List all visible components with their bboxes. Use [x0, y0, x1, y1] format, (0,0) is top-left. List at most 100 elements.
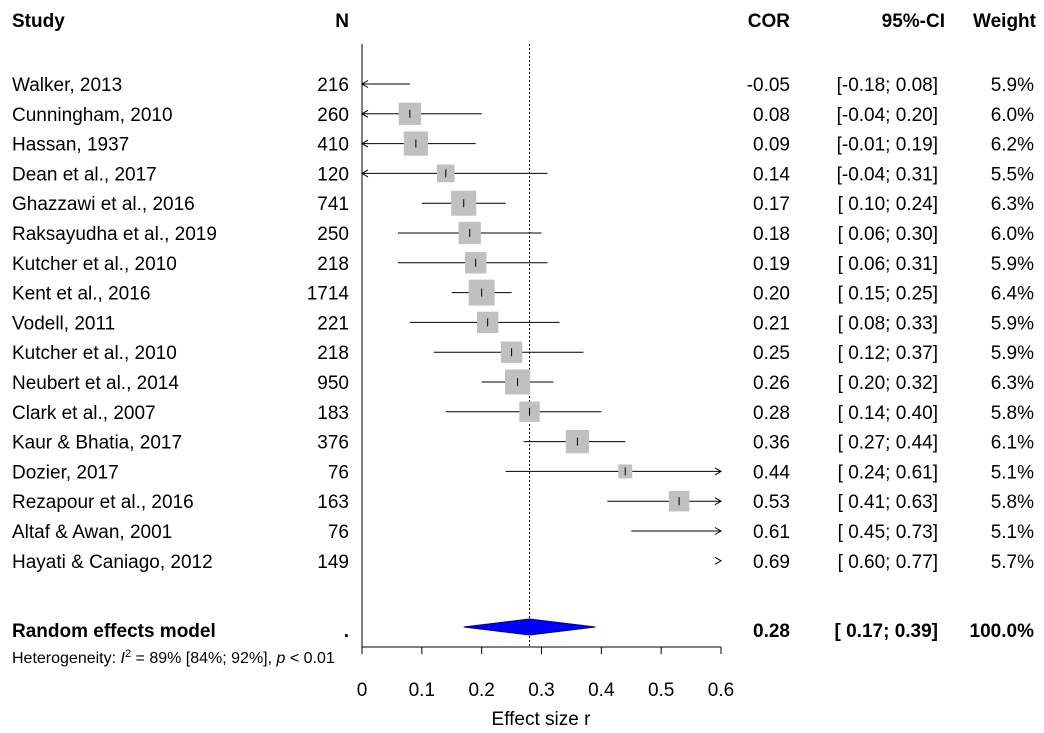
study-label: Ghazzawi et al., 2016 [12, 194, 195, 215]
pooled-diamond [463, 618, 596, 636]
study-cor: 0.09 [753, 135, 790, 156]
study-row: Neubert et al., 2014 950 0.26 [ 0.20; 0.32]… [12, 369, 1034, 395]
study-cor: 0.19 [753, 254, 790, 275]
study-weight: 6.0% [991, 105, 1034, 126]
x-tick-label: 0.5 [648, 680, 674, 701]
study-row: Clark et al., 2007 183 0.28 [ 0.14; 0.40] 5.… [12, 401, 1034, 424]
study-label: Vodell, 2011 [12, 313, 115, 334]
study-row: Hassan, 1937 410 0.09 [-0.01; 0.19] 6.2% [12, 131, 1034, 156]
study-n: 250 [317, 224, 349, 245]
study-cor: 0.25 [753, 343, 790, 364]
header-n: N [335, 11, 349, 32]
study-ci: [-0.04; 0.20] [837, 105, 938, 126]
study-row: Kutcher et al., 2010 218 0.25 [ 0.12; 0.37]… [12, 341, 1034, 364]
study-weight: 6.0% [991, 224, 1034, 245]
study-weight: 5.9% [991, 343, 1034, 364]
study-n: 410 [317, 135, 349, 156]
header-row: Study N COR 95%-CI Weight [12, 11, 1037, 32]
study-cor: 0.69 [753, 552, 790, 573]
study-cor: 0.36 [753, 433, 790, 454]
study-n: 183 [317, 403, 349, 424]
plot-lines [361, 44, 531, 647]
study-cor: 0.20 [753, 284, 790, 305]
study-ci: [ 0.15; 0.25] [838, 284, 938, 305]
study-cor: 0.21 [753, 313, 790, 334]
study-ci: [ 0.20; 0.32] [838, 373, 938, 394]
study-n: 120 [317, 164, 349, 185]
header-study: Study [12, 11, 65, 32]
study-label: Kent et al., 2016 [12, 284, 150, 305]
pooled-cor: 0.28 [753, 621, 790, 642]
study-cor: 0.44 [753, 462, 790, 483]
study-cor: 0.53 [753, 492, 790, 513]
study-row: Kent et al., 2016 1714 0.20 [ 0.15; 0.25] 6.… [12, 279, 1034, 306]
study-row: Vodell, 2011 221 0.21 [ 0.08; 0.33] 5.9% [12, 311, 1034, 334]
pooled-n: . [344, 621, 349, 642]
study-weight: 5.8% [991, 403, 1034, 424]
x-tick-label: 0 [357, 680, 368, 701]
study-weight: 5.7% [991, 552, 1034, 573]
study-ci: [-0.18; 0.08] [837, 75, 938, 96]
study-row: Cunningham, 2010 260 0.08 [-0.04; 0.20] 6.0% [12, 102, 1034, 126]
ci-arrow-left [361, 109, 369, 118]
study-label: Dozier, 2017 [12, 462, 119, 483]
ci-arrow-left [361, 169, 369, 178]
study-cor: -0.05 [747, 75, 790, 96]
study-row: Kutcher et al., 2010 218 0.19 [ 0.06; 0.31]… [12, 252, 1034, 275]
study-weight: 5.9% [991, 75, 1034, 96]
x-tick-label: 0.6 [708, 680, 734, 701]
study-n: 216 [317, 75, 349, 96]
study-weight: 5.9% [991, 313, 1034, 334]
study-row: Hayati & Caniago, 2012 149 0.69 [ 0.60; 0.7… [12, 552, 1034, 573]
study-cor: 0.14 [753, 164, 790, 185]
x-axis: 0 0.1 0.2 0.3 0.4 0.5 0.6 [357, 646, 734, 701]
x-tick-label: 0.4 [588, 680, 615, 701]
ci-arrow-left [361, 139, 369, 148]
study-n: 221 [317, 313, 349, 334]
pooled-ci: [ 0.17; 0.39] [835, 621, 939, 642]
study-row: Rezapour et al., 2016 163 0.53 [ 0.41; 0.63… [12, 490, 1034, 513]
study-ci: [-0.01; 0.19] [837, 135, 938, 156]
ci-arrow-right [714, 497, 722, 506]
study-cor: 0.08 [753, 105, 790, 126]
study-n: 218 [317, 254, 349, 275]
study-ci: [ 0.14; 0.40] [838, 403, 938, 424]
study-ci: [ 0.06; 0.31] [838, 254, 938, 275]
x-tick-label: 0.2 [468, 680, 494, 701]
study-ci: [ 0.60; 0.77] [838, 552, 938, 573]
x-axis-label: Effect size r [492, 709, 592, 730]
study-n: 1714 [307, 284, 350, 305]
study-row: Dean et al., 2017 120 0.14 [-0.04; 0.31] 5.5… [12, 164, 1034, 185]
study-label: Rezapour et al., 2016 [12, 492, 194, 513]
heterogeneity-text: Heterogeneity: I2 = 89% [84%; 92%], p < … [12, 648, 335, 667]
pooled-label: Random effects model [12, 621, 216, 642]
study-cor: 0.28 [753, 403, 790, 424]
study-n: 76 [328, 462, 349, 483]
study-n: 218 [317, 343, 349, 364]
study-label: Clark et al., 2007 [12, 403, 156, 424]
study-weight: 5.8% [991, 492, 1034, 513]
study-label: Walker, 2013 [12, 75, 122, 96]
ci-arrow-left [361, 80, 369, 88]
x-tick-label: 0.3 [528, 680, 554, 701]
study-weight: 6.2% [991, 135, 1034, 156]
ci-arrow-right [714, 527, 722, 535]
study-row: Dozier, 2017 76 0.44 [ 0.24; 0.61] 5.1% [12, 462, 1034, 483]
header-ci: 95%-CI [882, 11, 945, 32]
pooled-row: Random effects model . 0.28 [ 0.17; 0.39… [12, 618, 1035, 642]
pooled-weight: 100.0% [970, 621, 1035, 642]
study-weight: 5.5% [991, 164, 1034, 185]
study-ci: [-0.04; 0.31] [837, 164, 938, 185]
study-row: Altaf & Awan, 2001 76 0.61 [ 0.45; 0.73] 5.1… [12, 522, 1034, 543]
study-weight: 5.9% [991, 254, 1034, 275]
study-ci: [ 0.12; 0.37] [838, 343, 938, 364]
study-n: 76 [328, 522, 349, 543]
study-ci: [ 0.06; 0.30] [838, 224, 938, 245]
study-ci: [ 0.08; 0.33] [838, 313, 938, 334]
study-label: Neubert et al., 2014 [12, 373, 179, 394]
ci-arrow-right [714, 467, 722, 476]
study-ci: [ 0.27; 0.44] [838, 433, 938, 454]
study-weight: 6.1% [991, 433, 1034, 454]
x-tick-label: 0.1 [409, 680, 435, 701]
